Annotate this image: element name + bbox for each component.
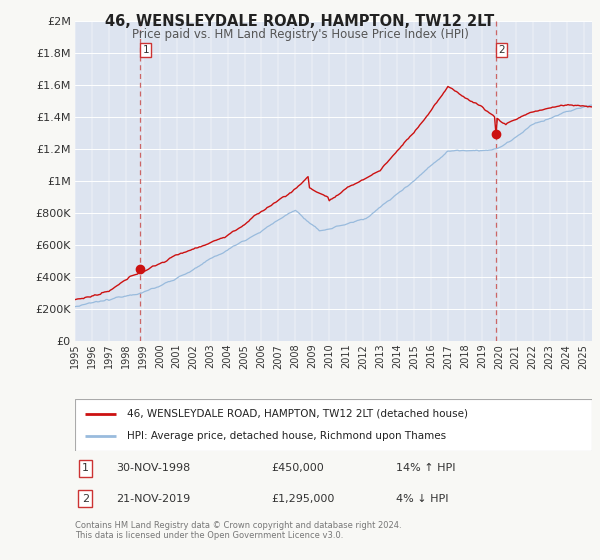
- Text: Contains HM Land Registry data © Crown copyright and database right 2024.
This d: Contains HM Land Registry data © Crown c…: [75, 521, 401, 540]
- Text: 30-NOV-1998: 30-NOV-1998: [116, 463, 191, 473]
- Text: 46, WENSLEYDALE ROAD, HAMPTON, TW12 2LT: 46, WENSLEYDALE ROAD, HAMPTON, TW12 2LT: [106, 14, 494, 29]
- Text: 21-NOV-2019: 21-NOV-2019: [116, 494, 191, 503]
- Text: 1: 1: [82, 463, 89, 473]
- Text: 4% ↓ HPI: 4% ↓ HPI: [395, 494, 448, 503]
- Text: 2: 2: [82, 494, 89, 503]
- Text: 1: 1: [143, 45, 149, 55]
- Text: 2: 2: [499, 45, 505, 55]
- Text: £1,295,000: £1,295,000: [271, 494, 335, 503]
- Text: £450,000: £450,000: [271, 463, 324, 473]
- Text: HPI: Average price, detached house, Richmond upon Thames: HPI: Average price, detached house, Rich…: [127, 431, 446, 441]
- Text: 14% ↑ HPI: 14% ↑ HPI: [395, 463, 455, 473]
- Text: 46, WENSLEYDALE ROAD, HAMPTON, TW12 2LT (detached house): 46, WENSLEYDALE ROAD, HAMPTON, TW12 2LT …: [127, 409, 468, 418]
- Text: Price paid vs. HM Land Registry's House Price Index (HPI): Price paid vs. HM Land Registry's House …: [131, 28, 469, 41]
- FancyBboxPatch shape: [75, 399, 592, 451]
